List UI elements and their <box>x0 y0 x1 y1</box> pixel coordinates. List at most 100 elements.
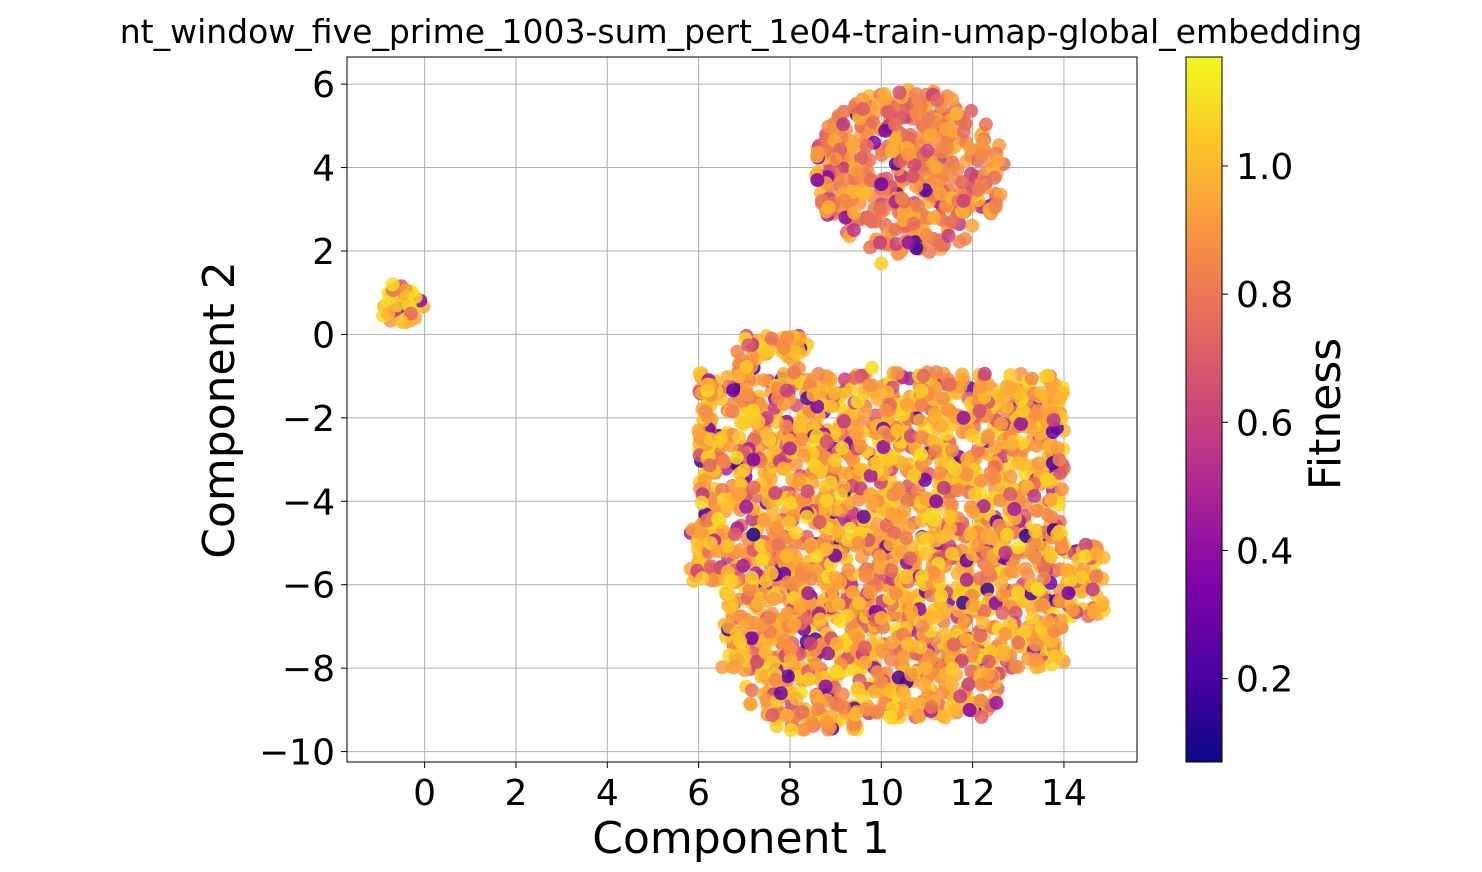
scatter-point <box>966 504 981 519</box>
scatter-point <box>858 569 873 584</box>
y-tick-label: −2 <box>282 399 335 440</box>
scatter-point <box>912 696 927 711</box>
scatter-point <box>1007 502 1022 516</box>
scatter-point <box>714 431 729 446</box>
scatter-point <box>779 383 794 398</box>
scatter-point <box>949 106 964 121</box>
scatter-point <box>759 693 774 708</box>
scatter-point <box>799 509 814 524</box>
scatter-point <box>901 235 916 250</box>
scatter-point <box>783 652 798 667</box>
scatter-point <box>945 661 960 676</box>
colorbar-tick-label: 0.6 <box>1236 403 1293 444</box>
scatter-point <box>818 679 833 694</box>
scatter-point <box>863 468 878 483</box>
scatter-point <box>856 102 870 117</box>
scatter-point <box>768 486 783 501</box>
scatter-point <box>850 165 865 180</box>
scatter-point <box>819 542 834 557</box>
y-tick-label: 0 <box>312 315 335 356</box>
scatter-point <box>725 404 740 419</box>
scatter-point <box>905 169 920 184</box>
scatter-point <box>945 443 959 458</box>
chart-title: nt_window_five_prime_1003-sum_pert_1e04-… <box>120 12 1363 51</box>
scatter-point <box>836 172 851 187</box>
scatter-point <box>1030 581 1045 596</box>
scatter-point <box>998 386 1013 401</box>
scatter-point <box>764 331 779 346</box>
scatter-point <box>920 143 935 158</box>
scatter-point <box>878 403 893 418</box>
scatter-point <box>884 144 899 159</box>
scatter-point <box>987 170 1002 185</box>
scatter-points <box>376 83 1111 737</box>
scatter-point <box>828 453 843 468</box>
scatter-point <box>894 455 909 470</box>
scatter-point <box>916 677 931 692</box>
scatter-point <box>930 93 945 108</box>
scatter-point <box>932 466 947 481</box>
x-tick-label: 12 <box>950 773 996 814</box>
scatter-point <box>731 369 746 384</box>
scatter-point <box>918 661 933 676</box>
scatter-point <box>914 430 929 445</box>
scatter-point <box>909 107 924 121</box>
scatter-point <box>1003 368 1018 383</box>
scatter-point <box>896 649 911 664</box>
scatter-point <box>390 298 405 313</box>
scatter-point <box>742 582 757 597</box>
scatter-point <box>913 413 928 428</box>
scatter-point <box>956 193 971 208</box>
scatter-point <box>1060 563 1075 578</box>
x-ticks: 0 2 4 6 8 10 12 14 <box>413 762 1087 814</box>
colorbar-ticks: 0.2 0.4 0.6 0.8 1.0 <box>1222 147 1293 701</box>
scatter-point <box>905 638 920 653</box>
scatter-point <box>823 475 838 490</box>
scatter-point <box>892 85 907 100</box>
scatter-point <box>965 598 980 613</box>
scatter-point <box>973 380 988 395</box>
scatter-point <box>795 722 810 737</box>
scatter-point <box>941 228 956 243</box>
scatter-point <box>846 223 861 238</box>
scatter-point <box>819 493 834 508</box>
scatter-point <box>852 596 866 610</box>
scatter-point <box>729 450 744 465</box>
scatter-point <box>695 571 710 586</box>
scatter-point <box>762 343 777 358</box>
scatter-point <box>784 723 798 737</box>
scatter-point <box>869 704 884 719</box>
scatter-point <box>1034 598 1049 613</box>
scatter-point <box>1046 413 1061 428</box>
scatter-point <box>953 379 968 394</box>
scatter-point <box>746 480 761 495</box>
scatter-point <box>997 646 1012 661</box>
scatter-point <box>821 200 836 215</box>
scatter-point <box>796 448 811 463</box>
scatter-point <box>770 538 785 553</box>
scatter-point <box>836 480 851 495</box>
scatter-point <box>977 604 992 619</box>
scatter-point <box>848 707 863 722</box>
scatter-point <box>828 152 843 167</box>
scatter-point <box>819 369 834 384</box>
scatter-point <box>703 432 718 447</box>
scatter-point <box>995 587 1010 602</box>
scatter-point <box>765 708 780 723</box>
scatter-point <box>858 405 872 420</box>
scatter-point <box>1000 527 1015 542</box>
scatter-point <box>856 186 871 201</box>
scatter-point <box>906 216 921 231</box>
scatter-point <box>845 585 860 600</box>
scatter-point <box>980 667 995 682</box>
scatter-point <box>951 483 966 498</box>
scatter-point <box>953 689 968 704</box>
scatter-point <box>809 549 824 564</box>
scatter-point <box>970 538 985 553</box>
colorbar-tick-label: 0.2 <box>1236 660 1293 701</box>
scatter-point <box>924 700 939 714</box>
scatter-point <box>921 111 936 126</box>
scatter-point <box>828 502 843 517</box>
scatter-point <box>835 687 850 702</box>
scatter-point <box>923 128 938 143</box>
